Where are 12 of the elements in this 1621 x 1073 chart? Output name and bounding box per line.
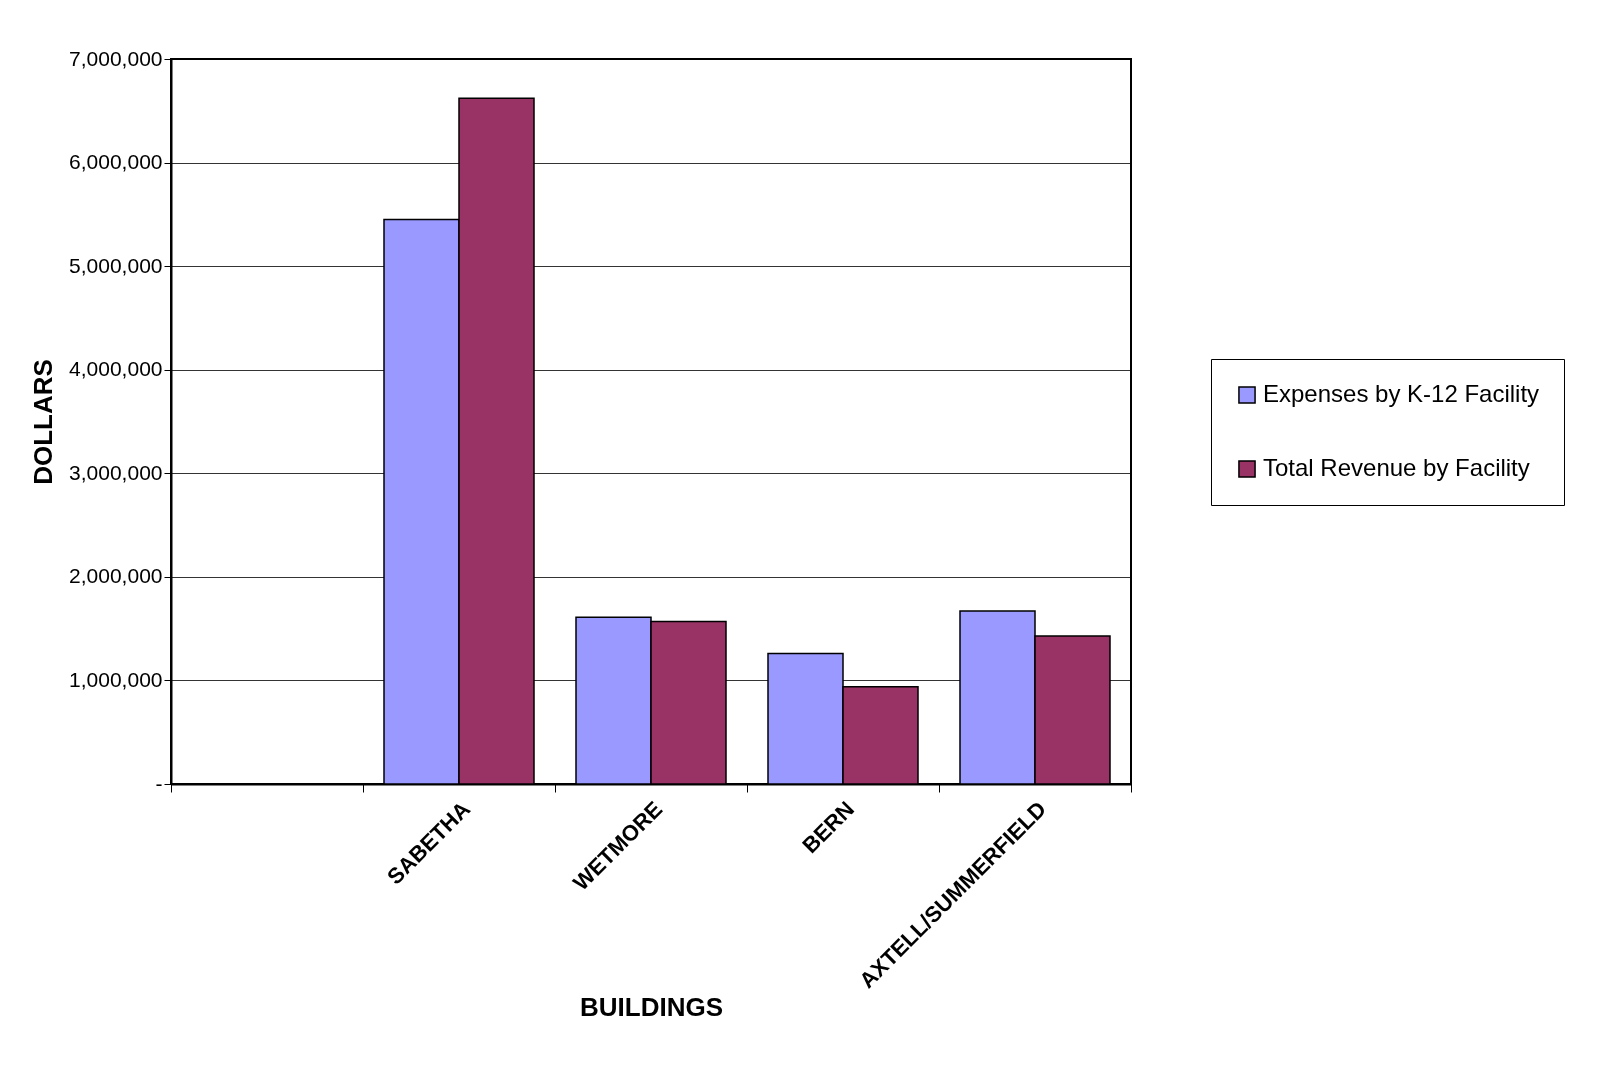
y-tick-label: 4,000,000 [69,357,163,381]
legend-label: Total Revenue by Facility [1263,454,1530,481]
x-axis-title: BUILDINGS [580,991,723,1022]
y-axis-title: DOLLARS [28,359,59,485]
y-tick-label: 6,000,000 [69,150,163,174]
y-tick-label: 7,000,000 [69,46,163,70]
y-tick-label: 3,000,000 [69,460,163,484]
y-tick-label: 2,000,000 [69,564,163,588]
y-tick-label: 1,000,000 [69,667,163,691]
legend-label: Expenses by K-12 Facility [1263,380,1540,407]
y-tick-label: 5,000,000 [69,253,163,277]
y-tick-label: - [155,771,163,795]
